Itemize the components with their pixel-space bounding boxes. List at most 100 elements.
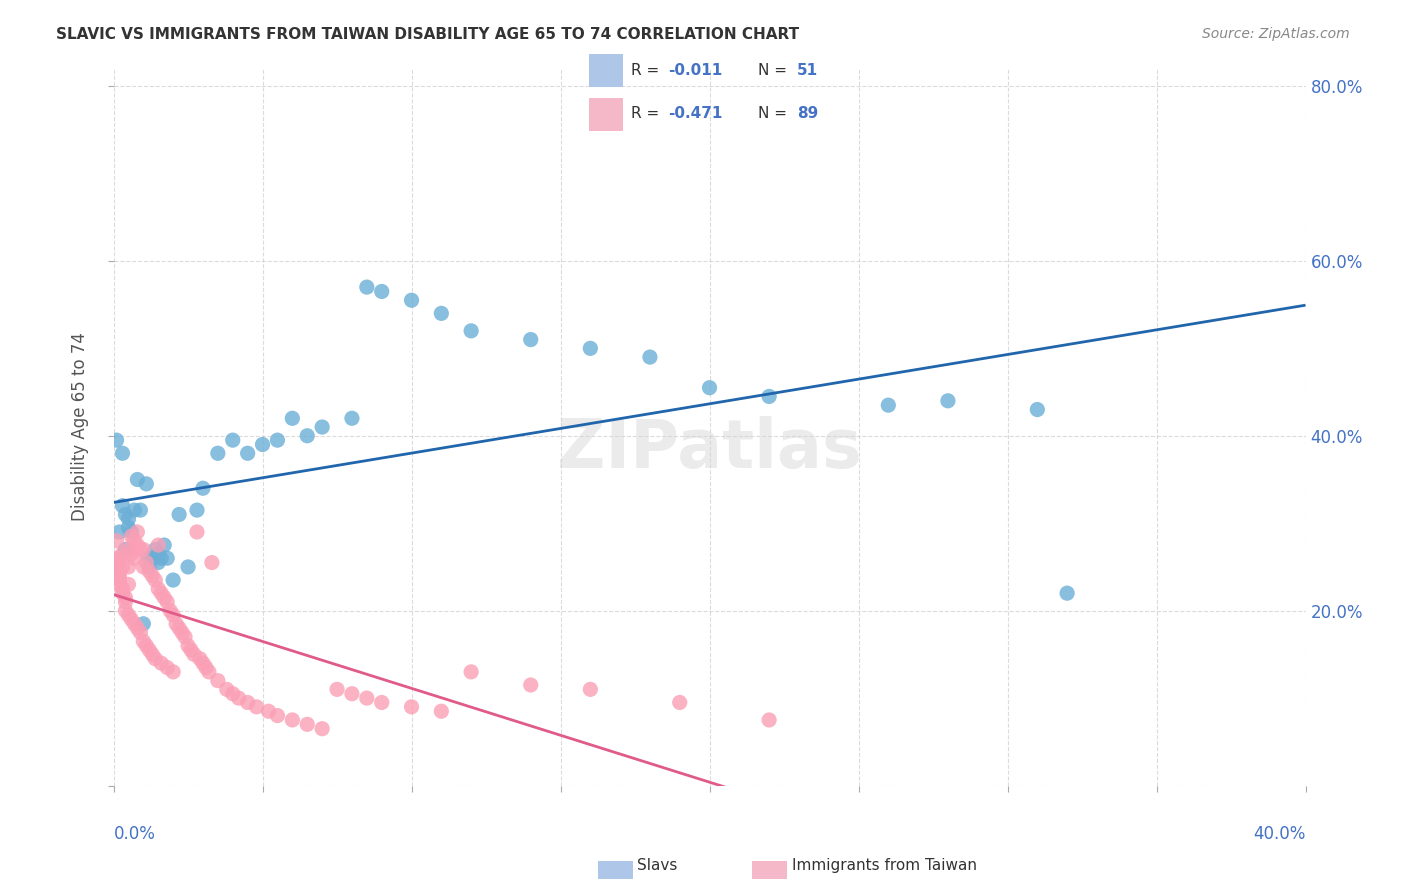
Point <box>1056 586 1078 600</box>
Point <box>150 551 173 566</box>
Point <box>117 520 139 534</box>
Point <box>519 333 541 347</box>
Point <box>124 533 146 548</box>
Point <box>340 687 363 701</box>
Point <box>153 538 176 552</box>
Point <box>127 538 149 552</box>
Point <box>228 691 250 706</box>
Point <box>108 564 131 578</box>
Point <box>124 551 146 566</box>
Point <box>177 560 200 574</box>
Point <box>460 665 482 679</box>
Point <box>165 616 187 631</box>
Point <box>111 560 134 574</box>
Point <box>191 481 214 495</box>
Point <box>297 429 319 443</box>
Point <box>172 625 194 640</box>
Point <box>758 713 780 727</box>
Point <box>401 699 423 714</box>
Point <box>114 508 136 522</box>
Point <box>124 616 146 631</box>
Point <box>132 616 155 631</box>
Point <box>245 699 267 714</box>
Point <box>281 713 304 727</box>
Point <box>198 665 221 679</box>
Point <box>108 577 131 591</box>
Point <box>105 560 128 574</box>
Point <box>207 446 229 460</box>
Point <box>371 285 394 299</box>
Point <box>105 533 128 548</box>
Text: 89: 89 <box>797 106 818 121</box>
Point <box>699 381 721 395</box>
Text: -0.011: -0.011 <box>668 63 723 78</box>
Point <box>162 573 184 587</box>
Text: -0.471: -0.471 <box>668 106 723 121</box>
Point <box>174 630 197 644</box>
Point <box>117 512 139 526</box>
Text: 51: 51 <box>797 63 818 78</box>
Point <box>326 682 349 697</box>
Point <box>180 643 202 657</box>
Point <box>148 556 170 570</box>
Point <box>311 420 333 434</box>
Point <box>183 648 205 662</box>
Point <box>143 542 166 557</box>
Point <box>186 503 208 517</box>
Text: N =: N = <box>758 106 792 121</box>
Point <box>120 524 142 539</box>
Point <box>257 704 280 718</box>
Point <box>127 524 149 539</box>
Point <box>758 389 780 403</box>
Point <box>194 660 217 674</box>
Point <box>105 433 128 447</box>
Point <box>252 437 274 451</box>
Point <box>519 678 541 692</box>
Point <box>127 473 149 487</box>
Point <box>111 582 134 596</box>
Point <box>132 634 155 648</box>
Point <box>215 682 238 697</box>
Text: 0.0%: 0.0% <box>114 825 156 843</box>
Point <box>141 648 163 662</box>
Point <box>111 547 134 561</box>
Text: Immigrants from Taiwan: Immigrants from Taiwan <box>792 858 977 872</box>
Point <box>117 607 139 622</box>
Point <box>936 393 959 408</box>
Point <box>167 621 190 635</box>
Point <box>127 621 149 635</box>
Point <box>108 551 131 566</box>
Text: R =: R = <box>631 106 665 121</box>
Point <box>103 551 125 566</box>
Point <box>138 551 160 566</box>
Bar <box>589 54 623 87</box>
Point <box>281 411 304 425</box>
Point <box>1026 402 1049 417</box>
Point <box>143 573 166 587</box>
Point <box>150 656 173 670</box>
Point <box>201 556 224 570</box>
Point <box>371 696 394 710</box>
Text: ZIPatlas: ZIPatlas <box>557 416 862 482</box>
Point <box>138 643 160 657</box>
Point <box>143 652 166 666</box>
Point <box>191 656 214 670</box>
Point <box>117 542 139 557</box>
Point <box>124 503 146 517</box>
Point <box>297 717 319 731</box>
Point <box>103 556 125 570</box>
Point <box>430 306 453 320</box>
Point <box>105 556 128 570</box>
Point <box>129 542 152 557</box>
Point <box>135 556 157 570</box>
Point <box>222 687 245 701</box>
Text: R =: R = <box>631 63 665 78</box>
Point <box>114 604 136 618</box>
Point <box>460 324 482 338</box>
Point <box>207 673 229 688</box>
Point <box>266 708 288 723</box>
Point <box>132 560 155 574</box>
Point <box>236 696 259 710</box>
Point <box>877 398 900 412</box>
Point <box>177 639 200 653</box>
